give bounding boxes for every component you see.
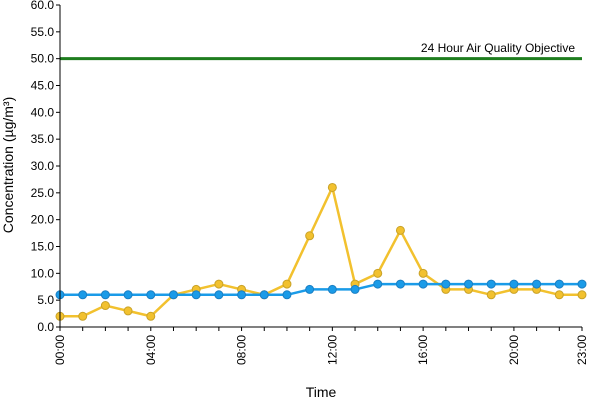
series-1-point: [395, 225, 405, 235]
series-layer: [55, 182, 587, 321]
series-1-point: [305, 231, 315, 241]
reference-line-label: 24 Hour Air Quality Objective: [421, 41, 575, 55]
series-1-line: [60, 186, 582, 318]
series-2-point: [100, 290, 110, 300]
y-tick-label: 5.0: [37, 293, 54, 307]
series-2-point: [373, 279, 383, 289]
series-2-point: [350, 284, 360, 294]
series-2-point: [554, 279, 564, 289]
series-1-point: [214, 279, 224, 289]
y-tick-label: 15.0: [31, 240, 55, 254]
series-1-point: [100, 301, 110, 311]
y-tick-label: 35.0: [31, 132, 55, 146]
y-tick-label: 0.0: [37, 320, 54, 334]
y-tick-label: 60.0: [31, 0, 55, 12]
x-tick-label: 20:00: [507, 335, 521, 365]
y-tick-label: 55.0: [31, 25, 55, 39]
series-2-point: [123, 290, 133, 300]
series-2-point: [327, 284, 337, 294]
series-1-point: [373, 268, 383, 278]
series-2-point: [168, 290, 178, 300]
series-2-point: [509, 279, 519, 289]
axis-layer: 0.0 5.0 10.0 15.0 20.0 25.0 30.0 35.0 40.0 45.0 50…: [31, 0, 589, 365]
series-2-point: [214, 290, 224, 300]
series-2-point: [418, 279, 428, 289]
series-2-point: [282, 290, 292, 300]
series-1-point: [577, 290, 587, 300]
series-1-point: [327, 182, 337, 192]
label-layer: Concentration (µg/m³) Time 24 Hour Air Q…: [0, 41, 575, 400]
y-tick-label: 10.0: [31, 266, 55, 280]
y-axis-title: Concentration (µg/m³): [0, 97, 16, 233]
y-tick-label: 50.0: [31, 52, 55, 66]
series-2-line: [60, 282, 582, 297]
x-tick-label: 23:00: [575, 335, 589, 365]
series-1-point: [282, 279, 292, 289]
series-2-point: [146, 290, 156, 300]
series-1-point: [554, 290, 564, 300]
series-2-point: [305, 284, 315, 294]
series-2-point: [532, 279, 542, 289]
series-2-point: [237, 290, 247, 300]
x-tick-label: 12:00: [325, 335, 339, 365]
series-2-point: [78, 290, 88, 300]
y-tick-label: 25.0: [31, 186, 55, 200]
y-tick-label: 20.0: [31, 213, 55, 227]
x-tick-label: 00:00: [53, 335, 67, 365]
series-2-point: [486, 279, 496, 289]
series-1-point: [146, 311, 156, 321]
series-2-point: [191, 290, 201, 300]
y-tick-label: 30.0: [31, 159, 55, 173]
series-1-point: [418, 268, 428, 278]
x-tick-label: 04:00: [144, 335, 158, 365]
x-tick-label: 16:00: [416, 335, 430, 365]
y-tick-label: 45.0: [31, 79, 55, 93]
x-axis-title: Time: [306, 384, 337, 400]
series-2-point: [259, 290, 269, 300]
x-tick-label: 08:00: [235, 335, 249, 365]
series-2-point: [441, 279, 451, 289]
y-tick-label: 40.0: [31, 105, 55, 119]
series-1-point: [78, 311, 88, 321]
series-2-point: [464, 279, 474, 289]
series-1-point: [486, 290, 496, 300]
series-2-point: [395, 279, 405, 289]
series-1-point: [123, 306, 133, 316]
series-2-point: [577, 279, 587, 289]
